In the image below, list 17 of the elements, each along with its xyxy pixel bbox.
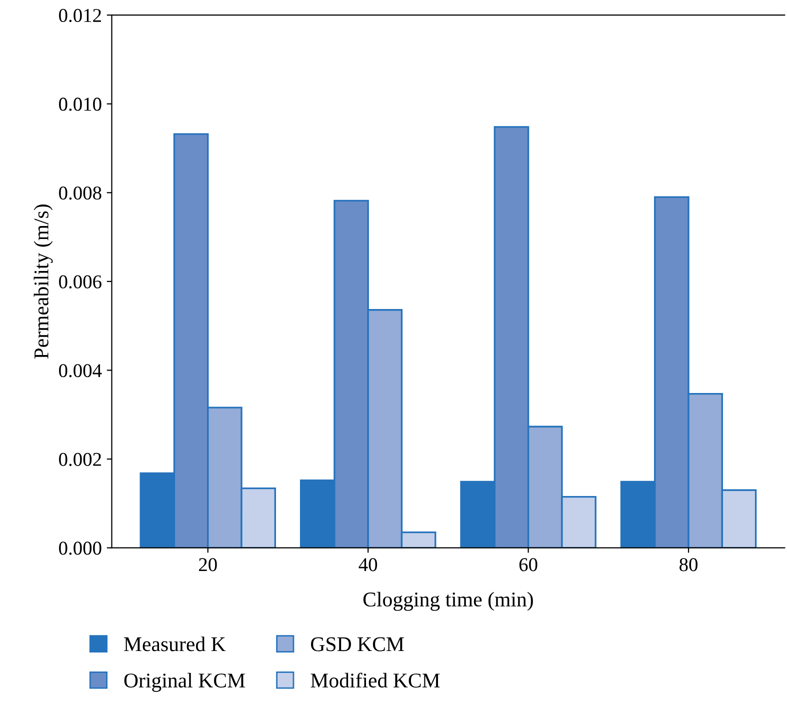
x-tick-label: 80 xyxy=(680,558,698,572)
y-tick-label: 0.002 xyxy=(59,452,101,466)
legend-label: GSD KCM xyxy=(311,637,404,652)
y-axis-title: Permeability (m/s) xyxy=(34,204,53,359)
y-tick-label: 0.006 xyxy=(59,275,102,288)
y-tick-label: 0.010 xyxy=(59,98,102,111)
legend-label: Measured K xyxy=(124,636,226,652)
y-tick-label: 0.012 xyxy=(59,8,101,22)
x-tick-label: 40 xyxy=(358,558,378,572)
y-tick-label: 0.004 xyxy=(59,364,102,378)
legend-label: Original KCM xyxy=(124,672,245,692)
x-tick-label: 60 xyxy=(519,558,538,572)
y-tick-label: 0.008 xyxy=(59,186,102,200)
x-axis-title: Clogging time (min) xyxy=(363,592,533,611)
y-tick-label: 0.000 xyxy=(59,542,102,555)
legend-label: Modified KCM xyxy=(310,672,440,688)
x-tick-label: 20 xyxy=(199,558,217,572)
